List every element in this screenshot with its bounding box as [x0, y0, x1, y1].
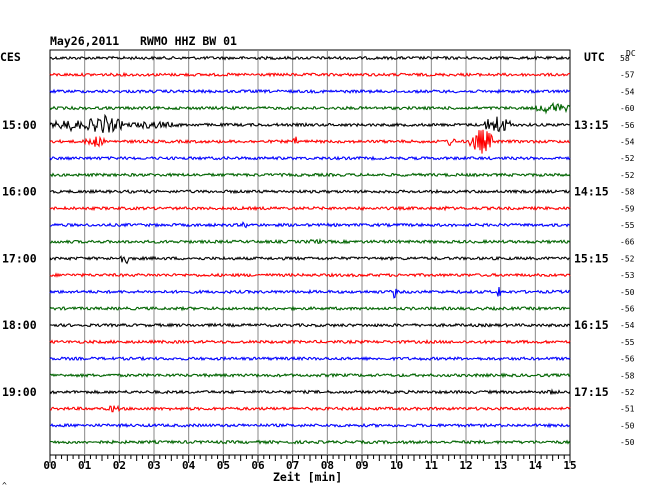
trace-line: [49, 255, 571, 265]
x-tick-label: 08: [321, 459, 334, 472]
trace-line: [50, 221, 571, 229]
x-tick-label: 05: [217, 459, 230, 472]
left-hour-label: 18:00: [2, 318, 37, 332]
dc-value-label: -57: [620, 71, 635, 80]
dc-value-label: -53: [620, 271, 635, 280]
x-tick-label: 13: [494, 459, 507, 472]
right-hour-label: 13:15: [574, 118, 609, 132]
trace-line: [49, 205, 571, 212]
trace-line: [49, 188, 571, 195]
dc-value-label: -52: [620, 171, 635, 180]
trace-line: [49, 172, 571, 178]
trace-line: [49, 88, 571, 95]
x-tick-label: 07: [286, 459, 299, 472]
left-hour-label: 17:00: [2, 251, 37, 265]
x-tick-label: 14: [529, 459, 543, 472]
dc-value-label: -59: [620, 204, 635, 213]
trace-line: [49, 71, 570, 78]
x-tick-label: 04: [182, 459, 196, 472]
trace-line: [49, 113, 571, 134]
left-hour-label: 16:00: [2, 185, 37, 199]
trace-line: [49, 129, 571, 154]
trace-line: [49, 422, 571, 429]
dc-value-label: -55: [620, 338, 635, 347]
trace-line: [49, 305, 571, 312]
trace-line: [49, 355, 571, 362]
dc-value-label: -54: [620, 321, 635, 330]
trace-line: [49, 237, 571, 245]
trace-line: [49, 439, 571, 445]
trace-line: [49, 388, 571, 395]
trace-line: [49, 338, 571, 345]
dc-value-label: -66: [620, 238, 635, 247]
dc-value-label: -56: [620, 305, 635, 314]
left-timezone-label: CES: [0, 50, 21, 64]
trace-line: [49, 155, 571, 161]
dc-value-label: -52: [620, 154, 635, 163]
trace-line: [49, 322, 571, 328]
left-hour-label: 19:00: [2, 385, 37, 399]
dc-value-label: 58: [620, 54, 630, 63]
x-tick-label: 12: [459, 459, 472, 472]
right-timezone-label: UTC: [584, 50, 605, 64]
footer-mark: ^: [2, 481, 7, 490]
trace-line: [49, 272, 571, 278]
x-tick-label: 15: [563, 459, 576, 472]
dc-label: DC: [626, 49, 636, 58]
x-tick-label: 06: [251, 459, 265, 472]
trace-line: [49, 101, 571, 115]
x-tick-label: 10: [390, 459, 403, 472]
dc-value-label: -50: [620, 421, 635, 430]
dc-value-label: -51: [620, 405, 635, 414]
right-hour-label: 15:15: [574, 251, 609, 265]
dc-value-label: -60: [620, 104, 635, 113]
dc-value-label: -54: [620, 87, 635, 96]
dc-value-label: -52: [620, 254, 635, 263]
right-hour-label: 16:15: [574, 318, 609, 332]
dc-value-label: -58: [620, 188, 635, 197]
trace-line: [49, 404, 571, 413]
dc-value-label: -58: [620, 371, 635, 380]
x-tick-label: 11: [425, 459, 439, 472]
dc-value-label: -56: [620, 355, 635, 364]
x-tick-label: 09: [355, 459, 368, 472]
right-hour-label: 14:15: [574, 185, 609, 199]
dc-value-label: -56: [620, 121, 635, 130]
x-axis-title: Zeit [min]: [273, 470, 343, 484]
x-tick-label: 02: [113, 459, 126, 472]
dc-value-label: -55: [620, 221, 635, 230]
dc-value-label: -50: [620, 438, 635, 447]
dc-value-label: -50: [620, 288, 635, 297]
right-hour-label: 17:15: [574, 385, 609, 399]
plot-frame: [49, 49, 571, 456]
trace-line: [49, 372, 571, 379]
dc-value-label: -54: [620, 138, 635, 147]
chart-title: May26,2011 RWMO HHZ BW 01: [50, 34, 237, 48]
x-tick-label: 01: [78, 459, 92, 472]
x-tick-label: 03: [147, 459, 160, 472]
left-hour-label: 15:00: [2, 118, 37, 132]
trace-line: [49, 287, 571, 299]
x-tick-label: 00: [43, 459, 56, 472]
trace-line: [49, 55, 571, 61]
dc-value-label: -52: [620, 388, 635, 397]
